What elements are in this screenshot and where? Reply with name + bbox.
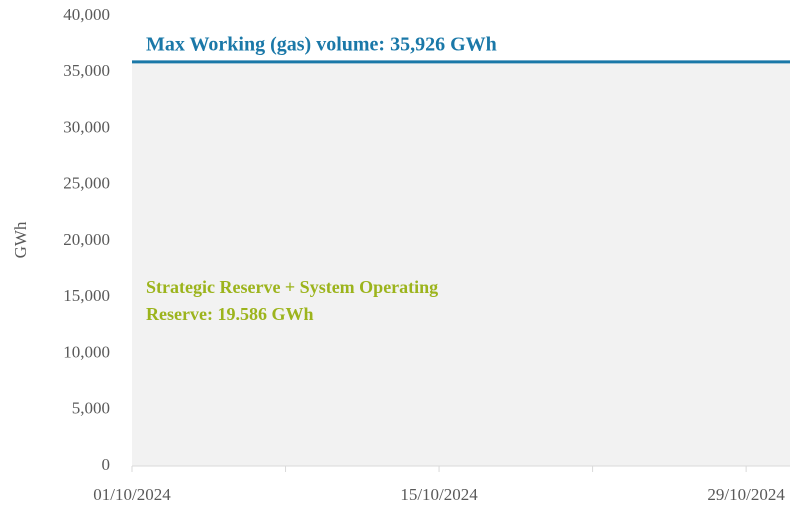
reserve-label: Reserve: 19.586 GWh <box>146 304 313 324</box>
y-tick-label: 35,000 <box>63 61 110 80</box>
y-tick-label: 20,000 <box>63 230 110 249</box>
x-tick-label: 29/10/2024 <box>707 485 785 504</box>
y-tick-label: 10,000 <box>63 342 110 361</box>
x-tick-label: 01/10/2024 <box>93 485 171 504</box>
x-tick-label: 15/10/2024 <box>400 485 478 504</box>
y-tick-label: 30,000 <box>63 117 110 136</box>
y-tick-label: 0 <box>102 455 111 474</box>
y-axis-label: GWh <box>11 221 30 258</box>
y-tick-label: 25,000 <box>63 174 110 193</box>
max-volume-label: Max Working (gas) volume: 35,926 GWh <box>146 33 497 55</box>
y-tick-label: 40,000 <box>63 5 110 24</box>
y-tick-label: 5,000 <box>72 399 110 418</box>
y-tick-label: 15,000 <box>63 286 110 305</box>
reserve-label: Strategic Reserve + System Operating <box>146 277 438 297</box>
capacity-area <box>132 61 790 467</box>
